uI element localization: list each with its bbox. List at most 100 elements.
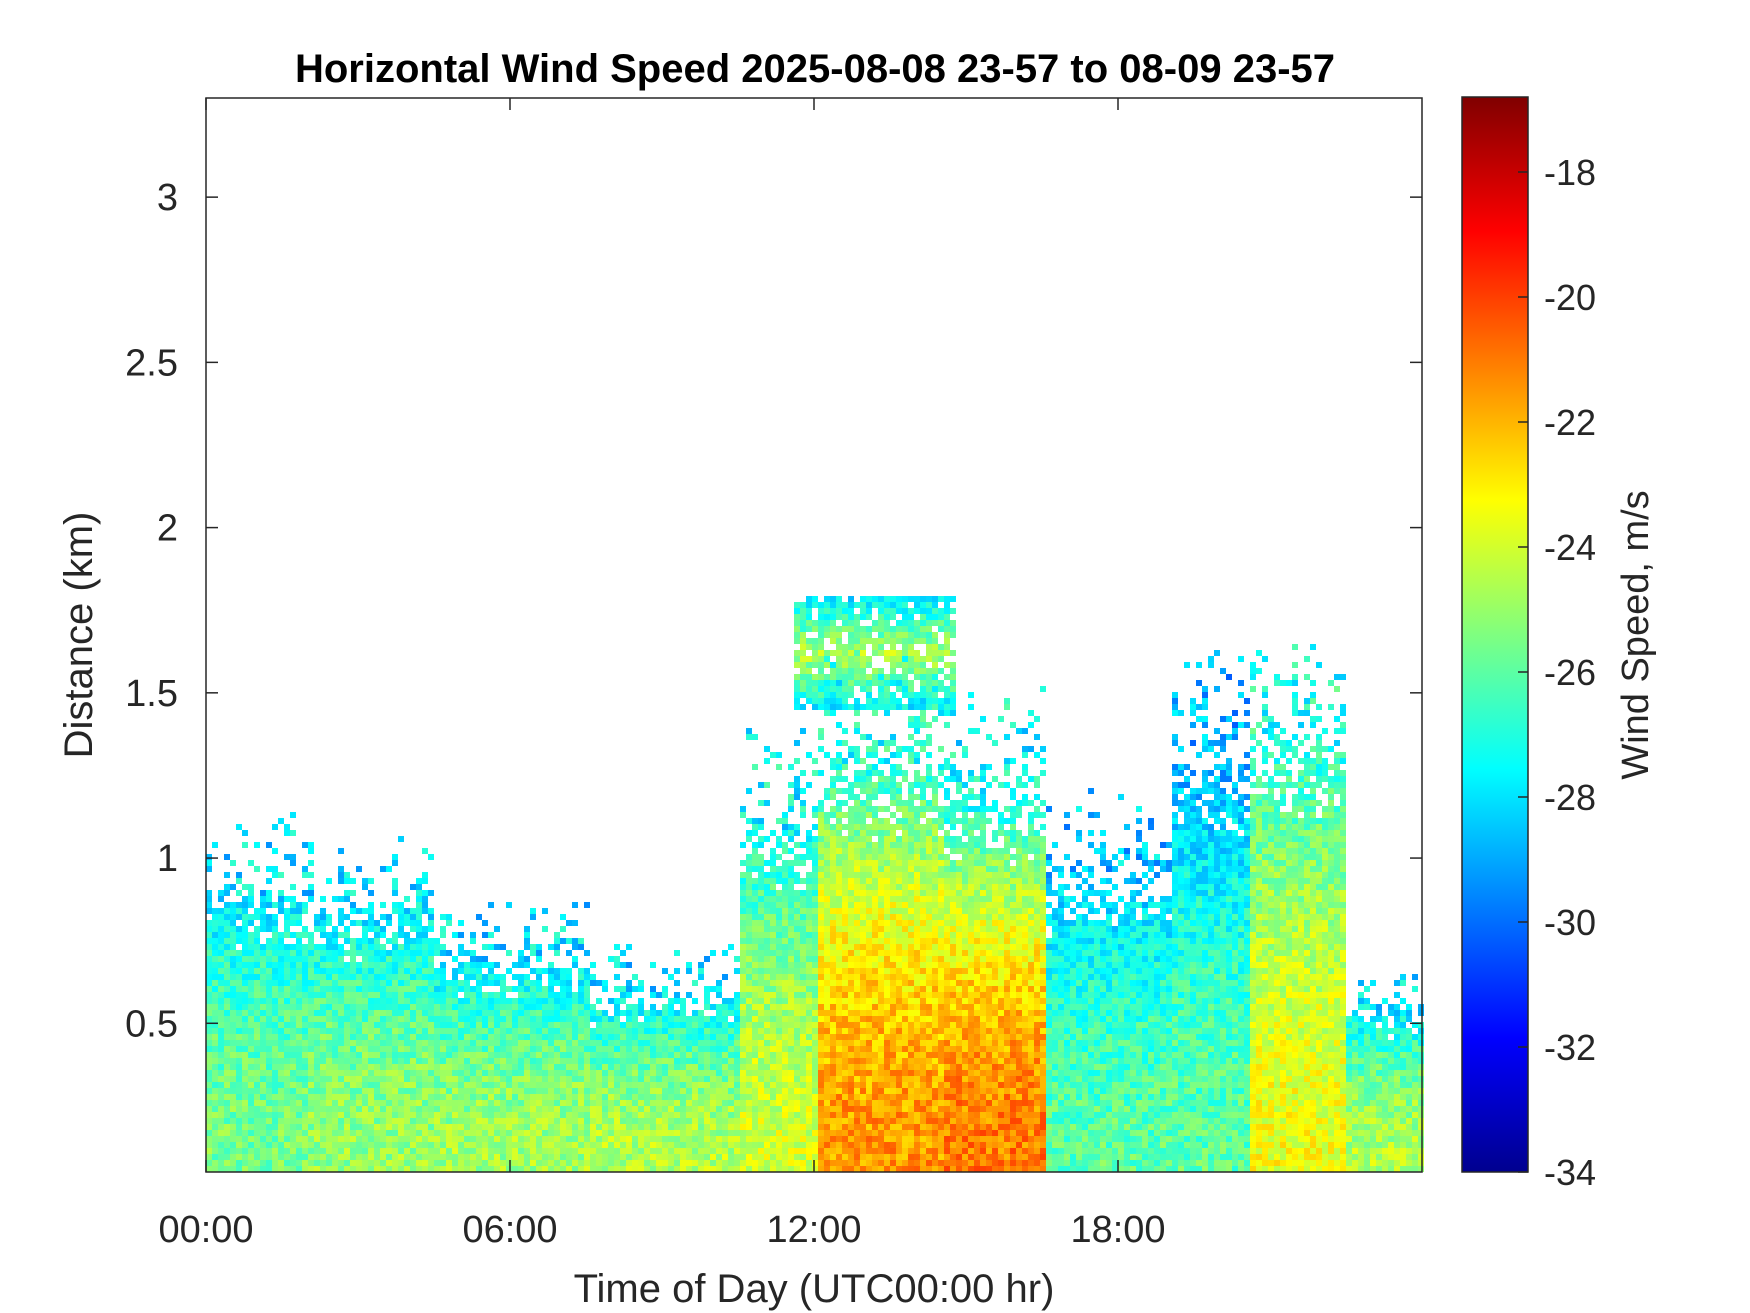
heatmap-cell [752,1004,758,1010]
heatmap-cell [416,974,422,980]
heatmap-cell [440,1058,446,1064]
heatmap-cell [632,1142,638,1148]
heatmap-cell [368,914,374,920]
heatmap-cell [836,740,842,746]
heatmap-cell [818,848,824,854]
heatmap-cell [494,1082,500,1088]
heatmap-cell [272,1118,278,1124]
heatmap-cell [764,1022,770,1028]
heatmap-cell [242,896,248,902]
heatmap-cell [398,1082,404,1088]
heatmap-cell [842,1004,848,1010]
heatmap-cell [806,944,812,950]
heatmap-cell [842,614,848,620]
heatmap-cell [248,1100,254,1106]
heatmap-cell [752,1112,758,1118]
heatmap-cell [530,1040,536,1046]
heatmap-cell [794,1052,800,1058]
heatmap-cell [758,818,764,824]
heatmap-cell [314,1016,320,1022]
heatmap-cell [674,950,680,956]
heatmap-cell [326,992,332,998]
heatmap-cell [734,1022,740,1028]
heatmap-cell [392,1022,398,1028]
heatmap-cell [590,1100,596,1106]
heatmap-cell [854,674,860,680]
heatmap-cell [218,920,224,926]
heatmap-cell [866,1082,872,1088]
heatmap-cell [836,1118,842,1124]
heatmap-cell [302,908,308,914]
heatmap-cell [830,1040,836,1046]
heatmap-cell [458,1112,464,1118]
heatmap-cell [680,1028,686,1034]
heatmap-cell [230,980,236,986]
heatmap-cell [824,1160,830,1166]
heatmap-cell [584,1028,590,1034]
heatmap-cell [224,902,230,908]
heatmap-cell [866,680,872,686]
heatmap-cell [830,662,836,668]
heatmap-cell [374,1070,380,1076]
heatmap-cell [554,1154,560,1160]
heatmap-cell [362,1040,368,1046]
heatmap-cell [344,1016,350,1022]
heatmap-cell [848,752,854,758]
heatmap-cell [740,950,746,956]
heatmap-cell [272,962,278,968]
heatmap-cell [398,1046,404,1052]
heatmap-cell [764,1052,770,1058]
heatmap-cell [854,602,860,608]
heatmap-cell [452,992,458,998]
heatmap-cell [794,1016,800,1022]
heatmap-cell [698,1106,704,1112]
heatmap-cell [392,908,398,914]
heatmap-cell [386,1112,392,1118]
heatmap-cell [290,1064,296,1070]
heatmap-cell [704,1166,710,1172]
heatmap-cell [830,1166,836,1172]
heatmap-cell [254,1142,260,1148]
heatmap-cell [458,950,464,956]
heatmap-cell [860,632,866,638]
heatmap-cell [398,1136,404,1142]
heatmap-cell [692,1154,698,1160]
heatmap-cell [806,692,812,698]
heatmap-cell [398,1058,404,1064]
heatmap-cell [422,1064,428,1070]
heatmap-cell [266,944,272,950]
heatmap-cell [752,1094,758,1100]
heatmap-cell [746,908,752,914]
heatmap-cell [554,1016,560,1022]
heatmap-cell [422,878,428,884]
heatmap-cell [674,992,680,998]
heatmap-cell [716,986,722,992]
heatmap-cell [380,1142,386,1148]
heatmap-cell [830,1160,836,1166]
heatmap-cell [368,1058,374,1064]
heatmap-cell [284,1022,290,1028]
heatmap-cell [290,1094,296,1100]
heatmap-cell [290,932,296,938]
heatmap-cell [440,1046,446,1052]
heatmap-cell [410,1100,416,1106]
heatmap-cell [866,980,872,986]
heatmap-cell [608,998,614,1004]
heatmap-cell [746,974,752,980]
heatmap-cell [818,1094,824,1100]
heatmap-cell [644,1058,650,1064]
heatmap-cell [206,854,212,860]
heatmap-cell [230,1118,236,1124]
heatmap-cell [836,758,842,764]
heatmap-cell [776,1040,782,1046]
heatmap-cell [842,920,848,926]
heatmap-cell [296,956,302,962]
heatmap-cell [506,1112,512,1118]
heatmap-cell [218,1124,224,1130]
heatmap-cell [668,1034,674,1040]
heatmap-cell [224,1142,230,1148]
heatmap-cell [776,1100,782,1106]
heatmap-cell [830,698,836,704]
heatmap-cell [716,1010,722,1016]
heatmap-cell [416,1052,422,1058]
